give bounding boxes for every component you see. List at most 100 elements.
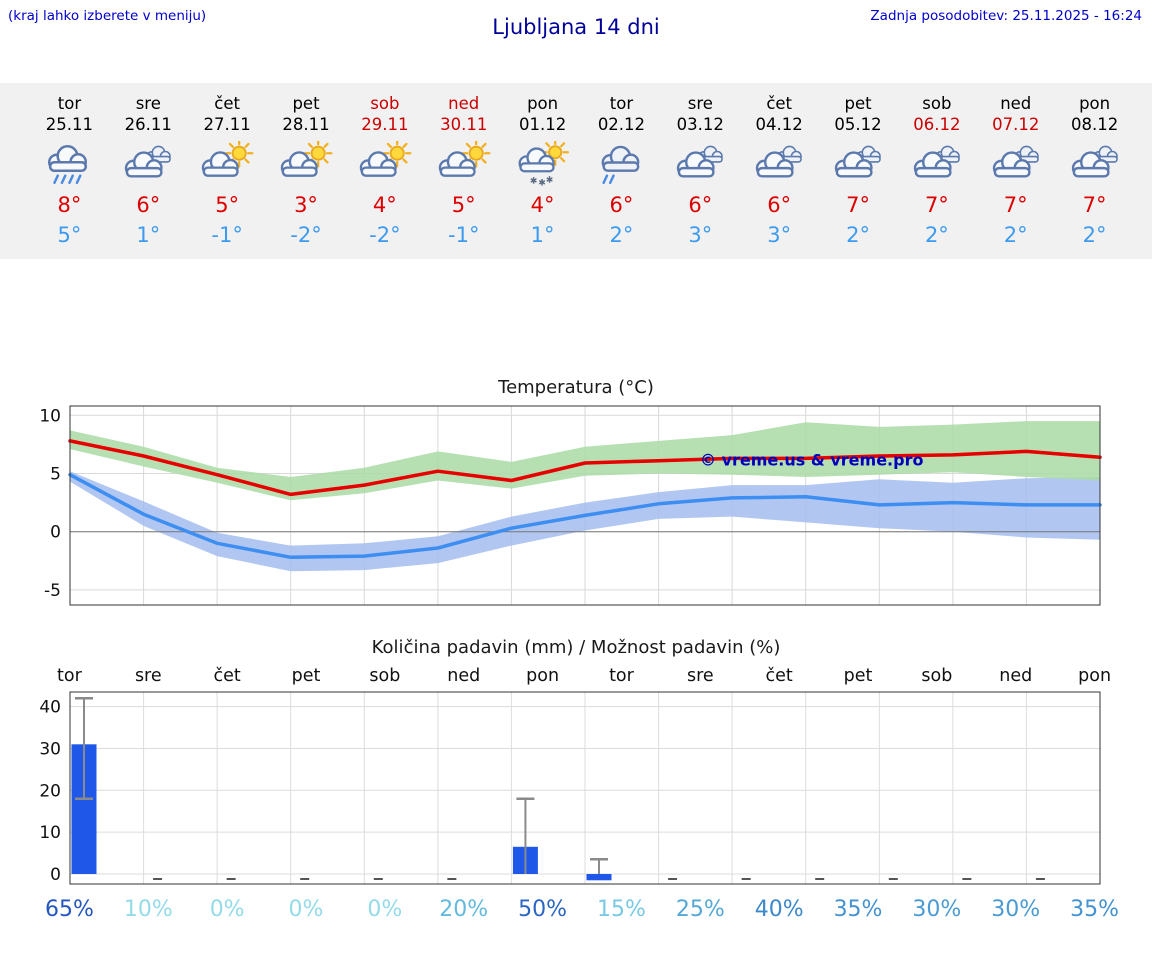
precip-day-label: sre bbox=[686, 665, 714, 686]
day-column: čet 04.12 6° 3° bbox=[740, 93, 819, 247]
rain-drop-icon bbox=[53, 174, 60, 184]
day-high-temp: 5° bbox=[451, 192, 476, 217]
precip-day-label: sre bbox=[134, 665, 162, 686]
precip-probability: 40% bbox=[754, 896, 804, 922]
day-name: pet bbox=[292, 94, 320, 113]
day-date: 28.11 bbox=[282, 115, 330, 135]
day-low-temp: 2° bbox=[924, 222, 949, 247]
cloud-icon bbox=[201, 151, 239, 177]
precip-day-label: pon bbox=[526, 665, 560, 686]
day-name: pon bbox=[1079, 94, 1111, 113]
day-name: sob bbox=[922, 94, 952, 113]
cloud-icon bbox=[992, 151, 1031, 178]
rain-drop-icon bbox=[68, 174, 75, 184]
rain-drop-icon bbox=[61, 174, 67, 184]
day-low-temp: 3° bbox=[767, 222, 792, 247]
day-column: sob 29.11 4° -2° bbox=[345, 93, 424, 247]
rain-heavy-icon bbox=[48, 144, 88, 184]
precip-day-label: sob bbox=[921, 665, 953, 686]
sun-icon bbox=[389, 145, 405, 161]
day-date: 06.12 bbox=[913, 115, 961, 135]
day-high-temp: 7° bbox=[1082, 192, 1107, 217]
precip-day-label: čet bbox=[213, 665, 241, 686]
cloud-icon bbox=[359, 151, 397, 177]
sun-icon bbox=[468, 145, 484, 161]
cloud-icon bbox=[1071, 151, 1110, 178]
precip-day-label: tor bbox=[57, 665, 82, 686]
cloud-icon bbox=[518, 147, 555, 173]
cloudy-icon bbox=[755, 145, 802, 178]
max-temp-range-band bbox=[70, 420, 1100, 501]
day-high-temp: 6° bbox=[136, 192, 161, 217]
precip-day-label: ned bbox=[447, 665, 481, 686]
y-tick-label: 10 bbox=[39, 406, 61, 426]
day-name: ned bbox=[1000, 94, 1032, 113]
y-tick-label: 20 bbox=[39, 781, 61, 801]
precip-probability: 25% bbox=[675, 896, 725, 922]
snowflake-icon bbox=[530, 178, 537, 183]
day-column: ned 30.11 5° -1° bbox=[424, 93, 503, 247]
day-high-temp: 6° bbox=[767, 192, 792, 217]
precip-day-label: pet bbox=[291, 665, 321, 686]
precip-probability: 15% bbox=[596, 896, 646, 922]
day-low-temp: 2° bbox=[1003, 222, 1028, 247]
temperature-chart: -5 0 5 10 © vreme.us & vreme.pro bbox=[0, 398, 1152, 613]
cloud-icon bbox=[438, 151, 476, 177]
day-column: sre 03.12 6° 3° bbox=[661, 93, 740, 247]
day-low-temp: 2° bbox=[609, 222, 634, 247]
precip-probability: 0% bbox=[209, 896, 245, 922]
day-date: 07.12 bbox=[992, 115, 1040, 135]
y-tick-label: 5 bbox=[50, 464, 61, 484]
precip-probability: 30% bbox=[912, 896, 962, 922]
cloudy-icon bbox=[834, 145, 881, 178]
day-high-temp: 6° bbox=[609, 192, 634, 217]
day-name: sre bbox=[135, 94, 161, 113]
cloudy-icon bbox=[677, 145, 724, 178]
precip-day-label: čet bbox=[765, 665, 793, 686]
cloudy-icon bbox=[1071, 145, 1118, 178]
precip-probability: 35% bbox=[833, 896, 883, 922]
precip-day-label: ned bbox=[999, 665, 1033, 686]
day-column: čet 27.11 5° -1° bbox=[188, 93, 267, 247]
precipitation-day-labels: tor sre čet pet sob ned pon tor sre čet pet sob ned p… bbox=[0, 666, 1152, 686]
day-low-temp: -2° bbox=[369, 222, 401, 247]
day-date: 25.11 bbox=[45, 115, 94, 135]
snowflake-icon bbox=[545, 177, 553, 182]
day-name: sre bbox=[687, 94, 713, 113]
day-name: tor bbox=[57, 94, 82, 113]
day-date: 27.11 bbox=[203, 115, 251, 135]
day-column: sre 26.11 6° 1° bbox=[109, 93, 188, 247]
precip-probability: 0% bbox=[288, 896, 324, 922]
day-low-temp: -1° bbox=[448, 222, 480, 247]
precip-probability: 50% bbox=[518, 896, 568, 922]
cloud-icon bbox=[913, 151, 952, 178]
day-date: 30.11 bbox=[440, 115, 488, 135]
day-high-temp: 7° bbox=[924, 192, 949, 217]
day-high-temp: 4° bbox=[530, 192, 555, 217]
cloud-icon bbox=[834, 151, 873, 178]
day-column: pet 28.11 3° -2° bbox=[267, 93, 346, 247]
y-tick-label: 40 bbox=[39, 697, 61, 717]
day-high-temp: 6° bbox=[688, 192, 713, 217]
day-high-temp: 7° bbox=[1003, 192, 1028, 217]
sun-icon bbox=[231, 145, 247, 161]
last-update: Zadnja posodobitev: 25.11.2025 - 16:24 bbox=[870, 8, 1142, 24]
precip-probability: 0% bbox=[367, 896, 403, 922]
sun-cloud-icon bbox=[201, 140, 254, 177]
precip-day-label: pon bbox=[1078, 665, 1112, 686]
rain-drop-icon bbox=[602, 174, 609, 184]
day-column: pon 08.12 7° 2° bbox=[1055, 93, 1134, 247]
page-title: Ljubljana 14 dni bbox=[492, 15, 660, 39]
day-low-temp: 5° bbox=[57, 222, 82, 247]
day-date: 05.12 bbox=[834, 115, 882, 135]
cloud-icon bbox=[602, 145, 640, 172]
cloud-icon bbox=[677, 151, 715, 178]
day-low-temp: 1° bbox=[530, 222, 555, 247]
day-column: tor 02.12 6° 2° bbox=[582, 93, 661, 247]
cloudy-icon bbox=[125, 145, 172, 178]
watermark-link[interactable]: © vreme.us & vreme.pro bbox=[700, 450, 923, 469]
day-low-temp: 2° bbox=[1082, 222, 1107, 247]
sun-icon bbox=[310, 145, 326, 161]
cloud-icon bbox=[48, 144, 88, 172]
